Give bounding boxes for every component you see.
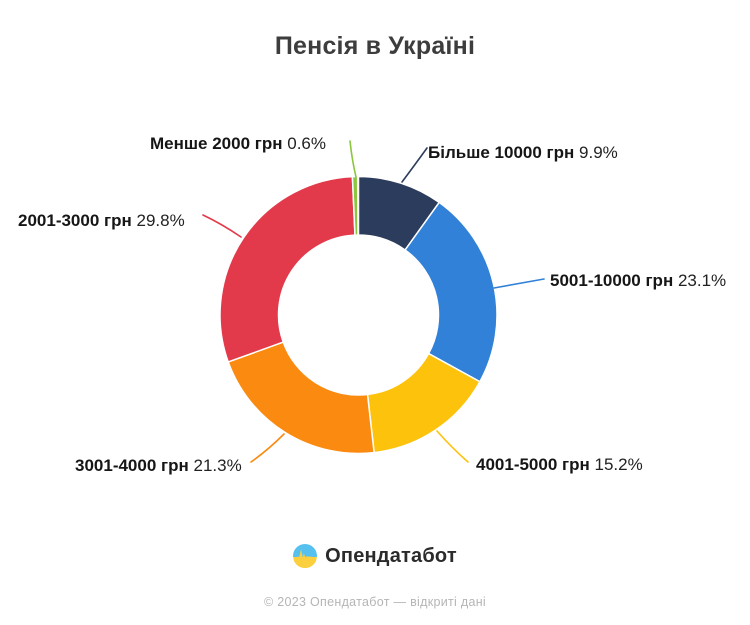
callout-4001-5000: 4001-5000 грн 15.2% <box>476 455 643 475</box>
callout-range-label: 4001-5000 грн <box>476 455 590 474</box>
callout-5001-10000: 5001-10000 грн 23.1% <box>550 271 726 291</box>
leader-line-0 <box>401 147 428 183</box>
callout-range-label: Більше 10000 грн <box>428 143 575 162</box>
callout-2001-3000: 2001-3000 грн 29.8% <box>18 211 185 231</box>
callout-range-label: Менше 2000 грн <box>150 134 283 153</box>
donut-segment-4 <box>219 175 356 363</box>
donut-segment-1 <box>404 201 498 383</box>
opendatabot-logo-icon <box>293 544 318 568</box>
brand-name: Опендатабот <box>325 544 457 567</box>
leader-line-2 <box>436 430 469 463</box>
callout-percent: 9.9% <box>579 143 618 162</box>
copyright-text: © 2023 Опендатабот — відкриті дані <box>263 595 487 609</box>
brand-lockup: Опендатабот <box>0 544 750 568</box>
callout-percent: 15.2% <box>594 455 643 474</box>
page-title: Пенсія в Україні <box>274 32 476 60</box>
leader-line-1 <box>493 278 545 289</box>
callout-percent: 29.8% <box>136 211 185 230</box>
leader-line-3 <box>250 433 285 463</box>
callout-percent: 23.1% <box>677 271 727 290</box>
donut-segment-3 <box>227 341 375 455</box>
callout-menshe-2000: Менше 2000 грн 0.6% <box>150 134 326 154</box>
leader-line-4 <box>202 214 242 238</box>
callout-bilshe-10000: Більше 10000 грн 9.9% <box>428 143 618 163</box>
callout-range-label: 2001-3000 грн <box>18 211 132 230</box>
callout-range-label: 5001-10000 грн <box>550 271 674 290</box>
callout-3001-4000: 3001-4000 грн 21.3% <box>75 456 242 476</box>
leader-line-5 <box>349 140 357 178</box>
callout-percent: 21.3% <box>193 456 242 475</box>
callout-range-label: 3001-4000 грн <box>75 456 189 475</box>
donut-segment-5 <box>351 175 359 236</box>
callout-percent: 0.6% <box>287 134 326 153</box>
